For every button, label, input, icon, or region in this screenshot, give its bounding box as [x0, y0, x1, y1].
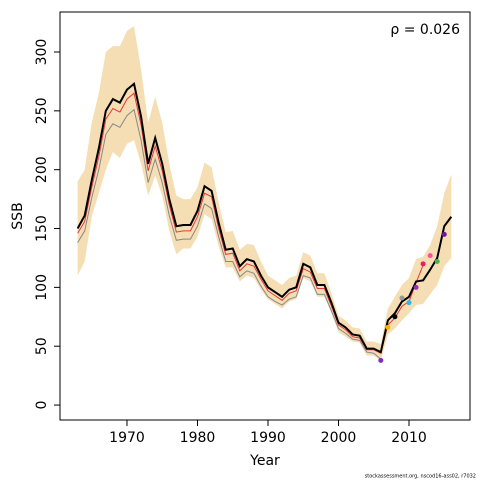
y-tick-label: 100 [34, 274, 50, 301]
annotation: ρ = 0.026 [390, 22, 460, 38]
retro-endpoint [434, 258, 440, 264]
y-axis-label: SSB [10, 202, 26, 229]
y-tick-label: 300 [34, 39, 50, 66]
retro-endpoint [413, 284, 419, 290]
x-axis-label: Year [249, 453, 280, 469]
x-tick-label: 1990 [250, 430, 286, 446]
plot-frame [59, 11, 471, 421]
retro-endpoint [399, 295, 405, 301]
y-tick-label: 50 [34, 337, 50, 355]
series-line [76, 81, 453, 354]
y-tick-label: 150 [34, 215, 50, 242]
y-tick-label: 0 [34, 401, 50, 410]
confidence-band [77, 26, 452, 361]
y-tick-label: 250 [34, 97, 50, 124]
series-line [77, 108, 382, 360]
retro-endpoint [378, 357, 384, 363]
retro-endpoint [420, 261, 426, 267]
x-tick-label: 1980 [180, 430, 216, 446]
x-tick-label: 2010 [391, 430, 427, 446]
retro-endpoint [441, 231, 447, 237]
footer: stockassessment.org, nscod16-ass02, r703… [365, 474, 476, 480]
retro-endpoint [427, 253, 433, 259]
retro-endpoint [406, 300, 412, 306]
retro-endpoint [392, 314, 398, 320]
x-tick-label: 1970 [109, 430, 145, 446]
x-tick-label: 2000 [321, 430, 357, 446]
retro-endpoint [385, 324, 391, 330]
y-tick-label: 200 [34, 156, 50, 183]
